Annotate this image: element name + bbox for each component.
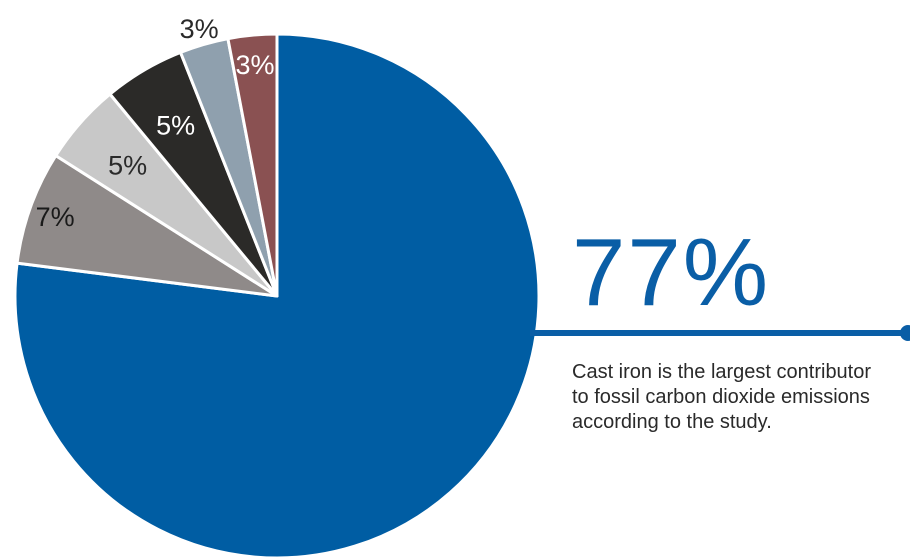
slice-label: 7% xyxy=(36,202,75,232)
pie-slices xyxy=(13,32,541,557)
pie-slice xyxy=(226,32,279,298)
pie-slice xyxy=(15,154,279,298)
slice-label: 5% xyxy=(156,111,195,141)
callout-caption: Cast iron is the largest contributor to … xyxy=(572,361,872,433)
callout-percentage: 77% xyxy=(572,219,771,326)
pie-slice xyxy=(13,32,541,557)
callout-connector-dot xyxy=(900,325,910,341)
slice-labels: 7% 5% 5% 3% 3% xyxy=(36,14,275,232)
slice-label: 3% xyxy=(236,50,275,80)
slice-label: 5% xyxy=(108,150,147,180)
slice-label: 3% xyxy=(180,14,219,44)
